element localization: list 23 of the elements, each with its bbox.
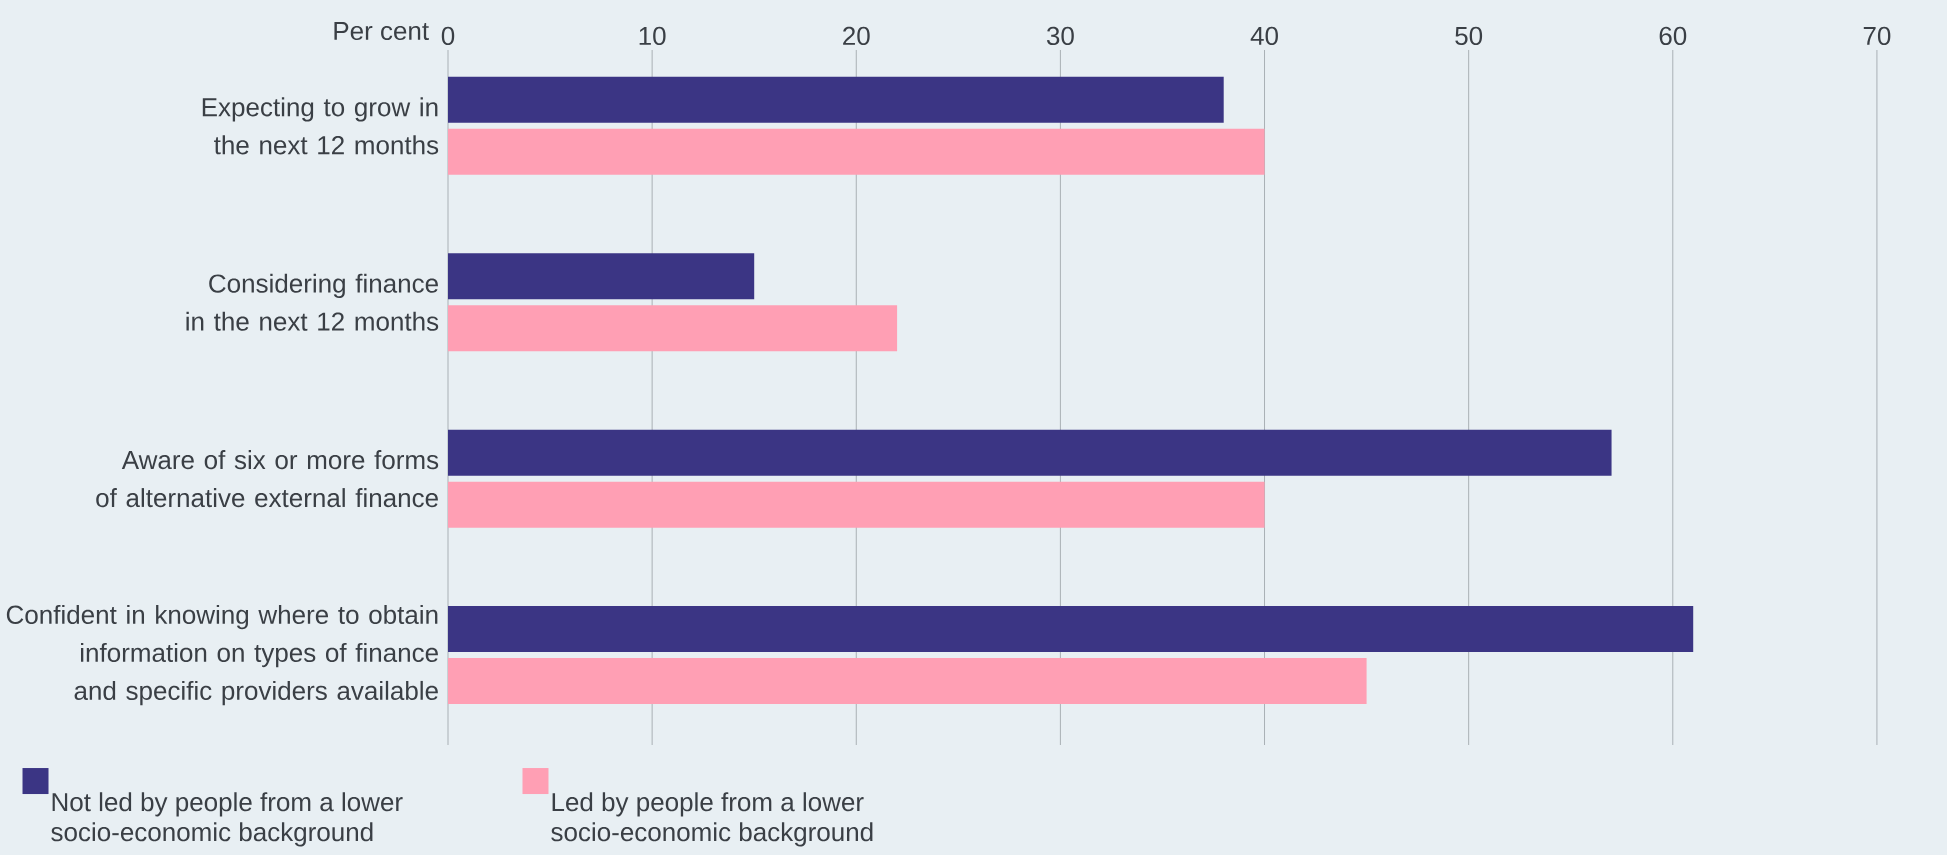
x-tick-label: 30	[1046, 26, 1074, 46]
y-tick-label: Confident in knowing where to obtain information on types of finance and specific providers available	[6, 604, 438, 706]
x-tick-label: 70	[1863, 26, 1891, 46]
legend-label: Led by people from a lower socio-economic background	[551, 792, 873, 847]
bar	[448, 481, 1265, 528]
x-tick-label: 40	[1250, 26, 1278, 46]
x-tick-label: 10	[639, 26, 666, 46]
bar	[448, 76, 1224, 123]
bar	[448, 253, 755, 300]
legend-label: Not led by people from a lower socio-economic background	[51, 792, 403, 847]
x-tick-label: 0	[441, 26, 455, 46]
bar	[448, 128, 1265, 175]
x-axis-title: Per cent	[334, 21, 429, 41]
x-tick-label: 20	[843, 26, 870, 46]
bar	[448, 658, 1367, 705]
x-tick-label: 50	[1455, 26, 1483, 46]
bar	[448, 305, 898, 352]
y-tick-label: Aware of six or more forms of alternative external finance	[96, 450, 439, 508]
y-tick-label: Considering finance in the next 12 months	[186, 273, 439, 331]
bar	[448, 606, 1694, 653]
bar	[448, 429, 1612, 476]
y-tick-label: Expecting to grow in the next 12 months	[202, 97, 439, 155]
x-tick-label: 60	[1659, 26, 1687, 46]
